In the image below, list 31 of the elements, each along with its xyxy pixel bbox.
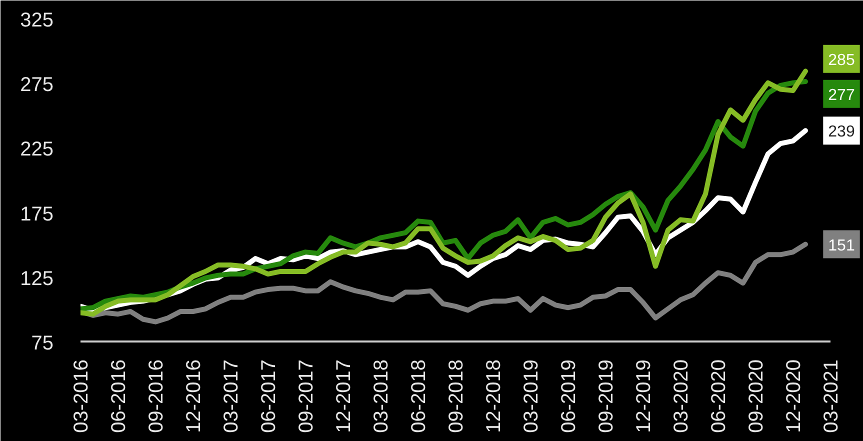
x-tick-label: 03-2017 [220,359,242,433]
data-label: 285 [828,52,855,69]
x-tick-label: 09-2016 [146,359,168,433]
x-tick-label: 06-2020 [708,359,730,433]
x-tick-label: 09-2020 [746,359,768,433]
x-tick-label: 12-2017 [333,359,355,433]
x-tick-label: 12-2019 [633,359,655,433]
x-tick-label: 06-2016 [108,359,130,433]
x-tick-label: 09-2017 [296,359,318,433]
x-tick-label: 03-2018 [370,359,392,433]
x-tick-label: 03-2019 [520,359,542,433]
y-tick-label: 175 [20,203,54,226]
x-tick-label: 12-2018 [483,359,505,433]
data-label: 239 [828,124,855,141]
y-tick-label: 125 [20,268,54,290]
x-tick-label: 09-2018 [446,359,468,433]
x-tick-label: 09-2019 [596,359,618,433]
x-tick-label: 03-2021 [820,359,842,433]
data-label: 277 [828,86,855,104]
y-tick-label: 75 [31,332,54,354]
data-label: 151 [828,237,855,254]
x-tick-label: 12-2016 [183,359,205,433]
y-tick-label: 275 [20,74,54,96]
x-tick-label: 03-2020 [670,359,692,433]
x-tick-label: 06-2017 [258,359,280,433]
x-tick-label: 03-2016 [70,359,92,433]
x-tick-label: 12-2020 [783,359,805,433]
y-tick-label: 225 [20,138,54,161]
x-tick-label: 06-2018 [408,359,430,433]
x-tick-label: 06-2019 [558,359,580,433]
y-tick-label: 325 [20,10,54,32]
